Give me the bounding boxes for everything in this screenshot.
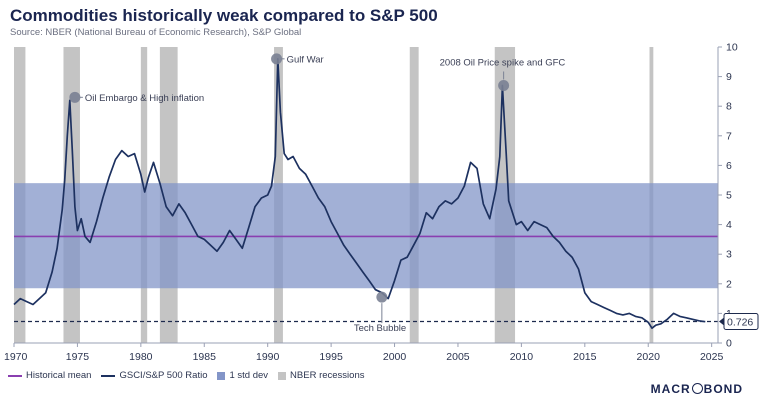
x-axis-ticks: 1970 1975 1980 1985 1990 1995 2000 2005 2010 2015… <box>4 343 723 363</box>
x-tick-label-1990: 1990 <box>256 351 280 363</box>
annotation-marker-0 <box>69 91 81 103</box>
annotation-label-3: Tech Bubble <box>354 323 406 334</box>
x-tick-label-2010: 2010 <box>510 351 534 363</box>
y-tick-label-3: 3 <box>726 249 732 261</box>
chart-subtitle: Source: NBER (National Bureau of Economi… <box>10 27 302 38</box>
last-value-pointer <box>719 317 724 326</box>
y-tick-label-2: 2 <box>726 278 732 290</box>
legend-label-std: 1 std dev <box>229 370 269 381</box>
legend-swatch-std <box>217 371 226 380</box>
annotation-marker-2 <box>498 79 510 91</box>
legend-swatch-ratio <box>101 374 116 377</box>
y-axis-ticks: 012345678910 <box>718 42 738 350</box>
gsci-sp500-ratio-line <box>13 57 706 330</box>
x-tick-label-1995: 1995 <box>319 351 343 363</box>
chart-title: Commodities historically weak compared t… <box>10 6 438 25</box>
annotations: Oil Embargo & High inflation Gulf War 2008… <box>69 53 565 334</box>
x-tick-label-1970: 1970 <box>4 351 28 363</box>
legend-label-mean: Historical mean <box>26 370 92 381</box>
legend-item-ratio: GSCI/S&P 500 Ratio <box>101 370 207 381</box>
macrobond-logo: MACR BOND <box>650 382 743 396</box>
last-value-text: 0.726 <box>727 317 753 329</box>
y-tick-label-9: 9 <box>726 71 732 83</box>
x-tick-label-1975: 1975 <box>66 351 90 363</box>
legend-label-ratio: GSCI/S&P 500 Ratio <box>119 370 208 381</box>
x-tick-label-1985: 1985 <box>193 351 217 363</box>
x-tick-label-2020: 2020 <box>637 351 661 363</box>
x-tick-label-2000: 2000 <box>383 351 407 363</box>
annotation-label-0: Oil Embargo & High inflation <box>85 93 204 104</box>
annotation-marker-1 <box>271 53 283 65</box>
y-tick-label-6: 6 <box>726 160 732 172</box>
y-tick-label-10: 10 <box>726 42 738 54</box>
legend-label-recession: NBER recessions <box>290 370 365 381</box>
legend-item-recession: NBER recessions <box>278 370 365 381</box>
x-tick-label-2005: 2005 <box>446 351 470 363</box>
y-tick-label-0: 0 <box>726 338 732 350</box>
y-tick-label-5: 5 <box>726 190 732 202</box>
x-tick-label-2025: 2025 <box>700 351 724 363</box>
legend-item-mean: Historical mean <box>8 370 91 381</box>
x-tick-label-1980: 1980 <box>129 351 153 363</box>
y-tick-label-7: 7 <box>726 130 732 142</box>
annotation-marker-3 <box>376 291 388 303</box>
legend: Historical mean GSCI/S&P 500 Ratio 1 std… <box>8 370 365 381</box>
annotation-label-1: Gulf War <box>287 54 324 65</box>
y-tick-label-8: 8 <box>726 101 732 113</box>
y-tick-label-4: 4 <box>726 219 732 231</box>
legend-swatch-mean <box>8 374 22 377</box>
legend-swatch-recession <box>278 371 287 380</box>
last-value-label: 0.726 <box>719 313 759 331</box>
x-tick-label-2015: 2015 <box>573 351 597 363</box>
annotation-label-2: 2008 Oil Price spike and GFC <box>440 57 566 68</box>
legend-item-std: 1 std dev <box>217 370 268 381</box>
chart-area: 012345678910 197019751980198519901995200… <box>4 42 759 363</box>
